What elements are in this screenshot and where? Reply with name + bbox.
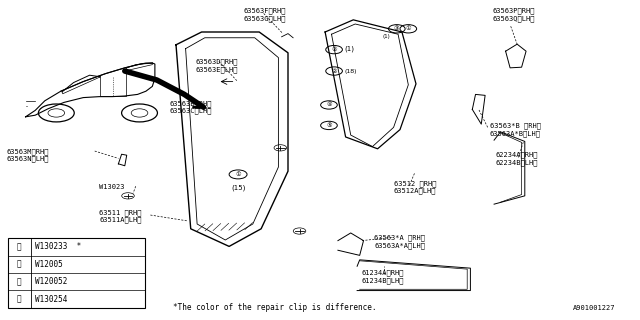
Text: 63511 〈RH〉
63511A〈LH〉: 63511 〈RH〉 63511A〈LH〉 — [99, 209, 141, 223]
Text: ④: ④ — [17, 295, 22, 304]
Text: 63563B〈RH〉
63563C〈LH〉: 63563B〈RH〉 63563C〈LH〉 — [170, 100, 212, 114]
Text: (18): (18) — [344, 68, 357, 74]
Text: ②: ② — [332, 47, 337, 52]
Text: ②: ② — [332, 68, 337, 74]
Text: (1): (1) — [383, 34, 390, 39]
Text: 63563M〈RH〉
63563N〈LH〉: 63563M〈RH〉 63563N〈LH〉 — [6, 148, 49, 162]
Text: W130254: W130254 — [35, 295, 68, 304]
Text: 63563F〈RH〉
63563G〈LH〉: 63563F〈RH〉 63563G〈LH〉 — [243, 7, 285, 21]
Text: ①: ① — [17, 242, 22, 251]
Text: (15): (15) — [231, 184, 245, 190]
Text: W12005: W12005 — [35, 260, 63, 269]
Text: 63563P〈RH〉
63563Q〈LH〉: 63563P〈RH〉 63563Q〈LH〉 — [493, 7, 535, 21]
Text: 63563D〈RH〉
63563E〈LH〉: 63563D〈RH〉 63563E〈LH〉 — [195, 59, 237, 73]
Text: W13023: W13023 — [99, 184, 125, 190]
Text: ⑤: ⑤ — [326, 123, 332, 128]
Text: 63512 〈RH〉
63512A〈LH〉: 63512 〈RH〉 63512A〈LH〉 — [394, 180, 436, 194]
Text: 62234A〈RH〉
62234B〈LH〉: 62234A〈RH〉 62234B〈LH〉 — [496, 151, 538, 165]
Text: ①: ① — [406, 26, 411, 31]
Text: (1): (1) — [344, 45, 355, 52]
FancyBboxPatch shape — [8, 238, 145, 308]
Text: 63563*A 〈RH〉
63563A*A〈LH〉: 63563*A 〈RH〉 63563A*A〈LH〉 — [374, 235, 426, 249]
Text: 63563*B 〈RH〉
63563A*B〈LH〉: 63563*B 〈RH〉 63563A*B〈LH〉 — [490, 123, 541, 137]
Text: A901001227: A901001227 — [573, 305, 615, 311]
Text: ①: ① — [236, 172, 241, 177]
Text: ③: ③ — [394, 26, 399, 31]
Text: ②: ② — [17, 260, 22, 269]
Text: W120052: W120052 — [35, 277, 68, 286]
Text: ④: ④ — [326, 102, 332, 108]
Text: *The color of the repair clip is difference.: *The color of the repair clip is differe… — [173, 303, 376, 312]
Text: ③: ③ — [17, 277, 22, 286]
Text: W130233  *: W130233 * — [35, 242, 81, 251]
Text: 61234A〈RH〉
61234B〈LH〉: 61234A〈RH〉 61234B〈LH〉 — [362, 270, 404, 284]
